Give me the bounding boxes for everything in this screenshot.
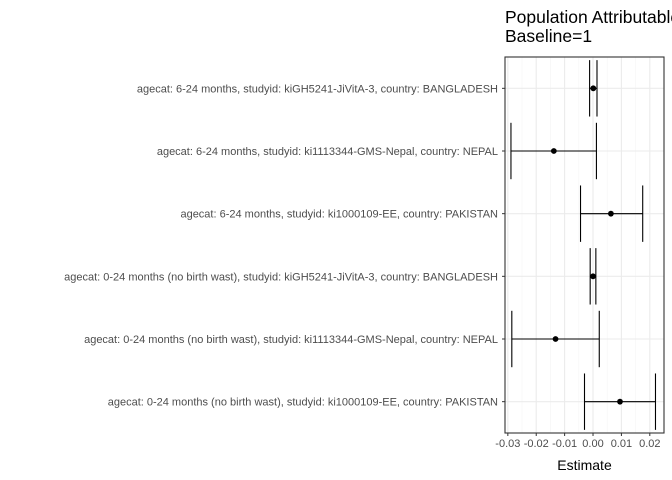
estimate-point xyxy=(590,273,596,280)
interval-row-6 xyxy=(583,373,657,430)
title-line-1: Population Attributable xyxy=(505,7,672,27)
row-label: agecat: 0-24 months (no birth wast), stu… xyxy=(64,271,498,283)
interval-marks xyxy=(510,60,657,430)
row-label: agecat: 0-24 months (no birth wast), stu… xyxy=(84,334,498,346)
estimate-point xyxy=(550,148,557,154)
interval-row-1 xyxy=(589,60,598,117)
x-tick-label: 0.02 xyxy=(639,438,660,450)
interval-row-4 xyxy=(589,248,597,305)
interval-row-2 xyxy=(510,122,597,180)
panel-border xyxy=(504,56,665,434)
estimate-point xyxy=(608,210,614,217)
estimate-point xyxy=(617,398,623,405)
x-tick-label: -0.03 xyxy=(495,438,520,450)
estimate-point xyxy=(552,336,559,342)
row-label: agecat: 6-24 months, studyid: ki1000109-… xyxy=(180,209,498,221)
x-tick-label: 0.00 xyxy=(582,438,603,450)
row-labels: agecat: 6-24 months, studyid: kiGH5241-J… xyxy=(64,83,505,409)
x-tick-label: -0.01 xyxy=(552,438,577,450)
row-label: agecat: 0-24 months (no birth wast), stu… xyxy=(108,397,498,409)
x-tick-label: 0.01 xyxy=(611,438,632,450)
estimate-point xyxy=(590,85,597,92)
x-axis-title: Estimate xyxy=(557,457,612,473)
row-label: agecat: 6-24 months, studyid: kiGH5241-J… xyxy=(137,83,498,95)
interval-row-5 xyxy=(511,310,600,368)
x-axis: -0.03 -0.02 -0.01 0.00 0.01 0.02 xyxy=(495,433,661,450)
x-tick-label: -0.02 xyxy=(524,438,549,450)
title-line-2: Baseline=1 xyxy=(505,26,592,46)
interval-row-3 xyxy=(579,185,644,242)
row-label: agecat: 6-24 months, studyid: ki1113344-… xyxy=(157,146,498,158)
